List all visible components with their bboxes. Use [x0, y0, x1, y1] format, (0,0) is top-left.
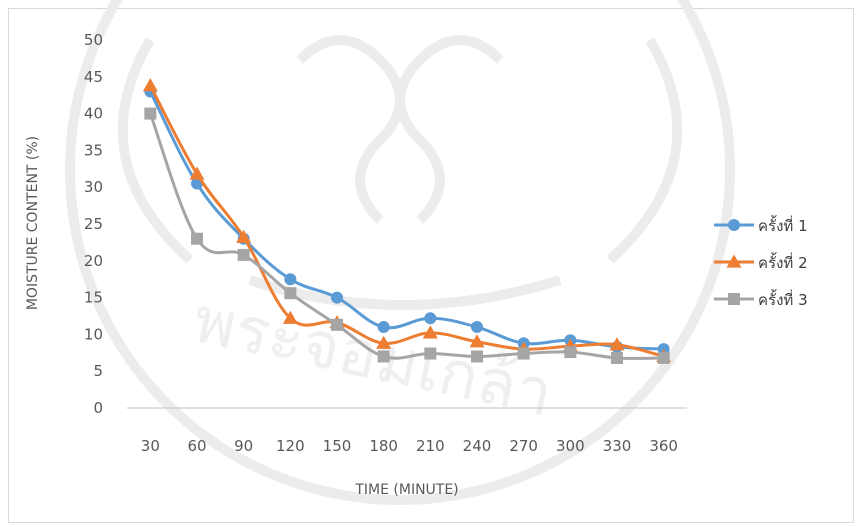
data-point [331, 291, 343, 304]
data-point [331, 318, 343, 331]
x-tick-label: 180 [369, 437, 398, 455]
x-tick-label: 300 [556, 437, 585, 455]
data-point [144, 107, 157, 120]
x-tick-label: 90 [234, 437, 253, 455]
chart-frame [8, 8, 854, 523]
x-tick-label: 240 [463, 437, 492, 455]
legend-marker [728, 293, 740, 305]
y-tick-label: 25 [84, 215, 103, 233]
x-tick-label: 270 [509, 437, 538, 455]
data-point [611, 351, 623, 364]
data-point [284, 287, 297, 300]
y-tick-label: 10 [84, 325, 103, 343]
legend-label: ครั้งที่ 3 [758, 289, 808, 309]
x-tick-label: 210 [416, 437, 445, 455]
legend: ครั้งที่ 1 ครั้งที่ 2 ครั้งที่ 3 [714, 215, 808, 309]
data-point [517, 347, 530, 360]
series-line [148, 113, 664, 360]
data-point [469, 334, 485, 348]
legend-label: ครั้งที่ 2 [758, 252, 808, 272]
x-tick-label: 360 [649, 437, 678, 455]
y-tick-label: 35 [84, 141, 103, 159]
data-point [142, 78, 158, 92]
data-point [424, 312, 437, 325]
x-tick-label: 120 [276, 437, 305, 455]
data-point [191, 232, 203, 245]
y-tick-label: 0 [93, 399, 103, 417]
series-2 [142, 78, 672, 363]
legend-item: ครั้งที่ 1 [714, 215, 808, 235]
y-tick-label: 40 [84, 105, 103, 123]
x-axis-label: TIME (MINUTE) [354, 482, 458, 498]
data-point [237, 248, 250, 261]
x-tick-label: 150 [323, 437, 352, 455]
y-tick-label: 50 [84, 31, 103, 49]
x-tick-label: 60 [187, 437, 206, 455]
data-point [609, 337, 625, 351]
data-point [284, 273, 297, 286]
data-point [236, 229, 252, 243]
data-point [377, 321, 390, 334]
y-axis-label: MOISTURE CONTENT (%) [25, 136, 41, 310]
data-point [189, 166, 205, 180]
series-1 [144, 85, 670, 356]
data-point [282, 310, 298, 324]
data-point [471, 321, 483, 334]
data-point [377, 350, 390, 363]
series-3 [144, 107, 670, 364]
series-line [148, 90, 664, 351]
data-point [471, 350, 483, 363]
x-tick-label: 330 [603, 437, 632, 455]
data-point [422, 325, 438, 339]
y-tick-label: 45 [84, 68, 103, 86]
y-tick-label: 20 [84, 252, 103, 270]
y-tick-label: 30 [84, 178, 103, 196]
legend-label: ครั้งที่ 1 [758, 215, 808, 235]
y-tick-label: 5 [93, 362, 103, 380]
y-axis-ticks: 0 5 10 15 20 25 30 35 40 45 50 [84, 31, 103, 417]
y-tick-label: 15 [84, 289, 103, 307]
legend-item: ครั้งที่ 3 [714, 289, 808, 309]
series-layer [142, 78, 672, 364]
legend-item: ครั้งที่ 2 [714, 252, 808, 272]
legend-marker [726, 254, 742, 268]
data-point [424, 347, 437, 360]
data-point [376, 335, 392, 349]
data-point [657, 351, 670, 364]
x-axis-ticks: 30 60 90 120 150 180 210 240 270 300 330 360 [141, 437, 678, 455]
legend-marker [728, 219, 740, 231]
data-point [564, 346, 577, 359]
x-tick-label: 30 [141, 437, 160, 455]
